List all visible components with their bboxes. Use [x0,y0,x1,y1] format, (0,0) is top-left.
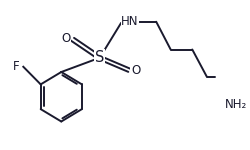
Text: NH₂: NH₂ [225,98,247,111]
Text: F: F [12,60,19,73]
Text: O: O [131,64,140,77]
Text: O: O [62,33,71,45]
Text: HN: HN [121,15,139,28]
Text: S: S [95,50,104,65]
